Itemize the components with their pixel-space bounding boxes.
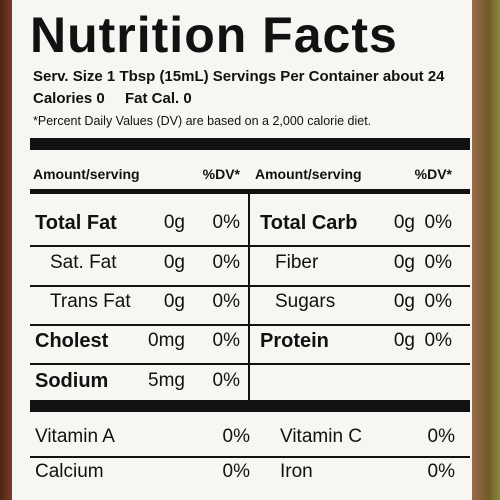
nutrient-name: Trans Fat <box>50 291 131 312</box>
rule <box>30 324 470 326</box>
daily-value: 0% <box>424 291 452 312</box>
nutrient-name: Protein <box>260 330 329 352</box>
fat-calories: Fat Cal. 0 <box>125 90 192 107</box>
amount: 0g <box>163 291 185 312</box>
rule <box>30 138 470 150</box>
calories: Calories 0 <box>33 90 105 107</box>
serving-info: Serv. Size 1 Tbsp (15mL) Servings Per Co… <box>33 68 445 85</box>
nutrient-name: Sat. Fat <box>50 252 117 273</box>
nutrient-name: Sugars <box>275 291 336 312</box>
rule <box>30 456 470 458</box>
daily-value: 0% <box>424 212 452 233</box>
bottle-edge <box>0 0 12 500</box>
amount: 0mg <box>148 330 185 351</box>
amount: 0g <box>393 212 415 233</box>
amount: 0g <box>393 291 415 312</box>
amount: 5mg <box>148 370 185 391</box>
column-header: %DV* <box>414 166 452 182</box>
vitamin-name: Vitamin A <box>35 426 115 447</box>
daily-value: 0% <box>212 370 240 391</box>
daily-value: 0% <box>212 252 240 273</box>
daily-value: 0% <box>212 212 240 233</box>
title: Nutrition Facts <box>30 7 398 63</box>
daily-value: 0% <box>212 330 240 351</box>
daily-value: 0% <box>427 426 455 447</box>
rule <box>30 189 470 194</box>
daily-value: 0% <box>222 426 250 447</box>
daily-value: 0% <box>427 461 455 482</box>
daily-value: 0% <box>212 291 240 312</box>
vitamin-name: Iron <box>280 461 313 482</box>
dv-note: *Percent Daily Values (DV) are based on … <box>33 114 372 128</box>
column-header: Amount/serving <box>33 166 140 182</box>
nutrient-name: Cholest <box>35 330 109 352</box>
bottle-edge <box>472 0 500 500</box>
rule <box>30 400 470 412</box>
daily-value: 0% <box>222 461 250 482</box>
daily-value: 0% <box>424 330 452 351</box>
nutrient-name: Total Fat <box>35 212 117 234</box>
amount: 0g <box>163 252 185 273</box>
vitamin-name: Vitamin C <box>280 426 363 447</box>
daily-value: 0% <box>424 252 452 273</box>
nutrient-name: Sodium <box>35 370 109 392</box>
nutrient-name: Fiber <box>275 252 319 273</box>
amount: 0g <box>163 212 185 233</box>
column-header: Amount/serving <box>255 166 362 182</box>
amount: 0g <box>393 252 415 273</box>
vitamin-name: Calcium <box>35 461 104 482</box>
nutrient-name: Total Carb <box>260 212 358 234</box>
amount: 0g <box>393 330 415 351</box>
column-header: %DV* <box>202 166 240 182</box>
rule <box>30 363 470 365</box>
rule <box>30 245 470 247</box>
column-divider <box>248 194 250 400</box>
rule <box>30 285 470 287</box>
